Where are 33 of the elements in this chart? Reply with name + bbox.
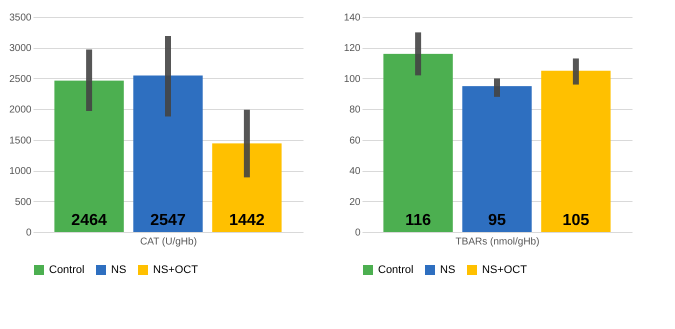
legend-label: Control: [378, 264, 414, 276]
x-axis-title: TBARs (nmol/gHb): [456, 236, 540, 248]
data-label: 2547: [150, 212, 186, 229]
legend-label: NS+OCT: [153, 264, 198, 276]
y-tick-label: 40: [349, 166, 361, 178]
legend-label: NS: [440, 264, 456, 276]
data-label: 105: [562, 212, 590, 229]
y-tick-label: 20: [349, 196, 361, 208]
y-tick-label: 60: [349, 135, 361, 146]
y-tick-label: 1500: [9, 135, 32, 146]
y-tick-label: 0: [26, 228, 32, 238]
legend-label: NS: [111, 264, 126, 276]
data-label: 95: [488, 212, 506, 229]
data-label: 2464: [71, 212, 107, 229]
bar: [54, 80, 124, 232]
y-tick-label: 2500: [9, 74, 32, 85]
y-tick-label: 80: [349, 104, 361, 116]
y-tick-label: 2000: [9, 104, 32, 116]
y-tick-label: 1000: [9, 166, 32, 178]
y-tick-label: 500: [14, 196, 32, 208]
y-tick-label: 140: [344, 12, 361, 24]
data-label: 1442: [229, 212, 265, 229]
legend-label: Control: [49, 264, 84, 276]
bar: [133, 76, 203, 232]
y-tick-label: 3000: [9, 43, 32, 54]
y-tick-label: 100: [344, 74, 361, 85]
y-tick-label: 3500: [9, 12, 32, 24]
y-tick-label: 120: [344, 43, 361, 54]
data-label: 116: [405, 212, 432, 229]
x-axis-title: CAT (U/gHb): [140, 236, 197, 248]
legend-label: NS+OCT: [482, 264, 528, 276]
bar: [212, 143, 282, 232]
y-tick-label: 0: [354, 228, 361, 238]
